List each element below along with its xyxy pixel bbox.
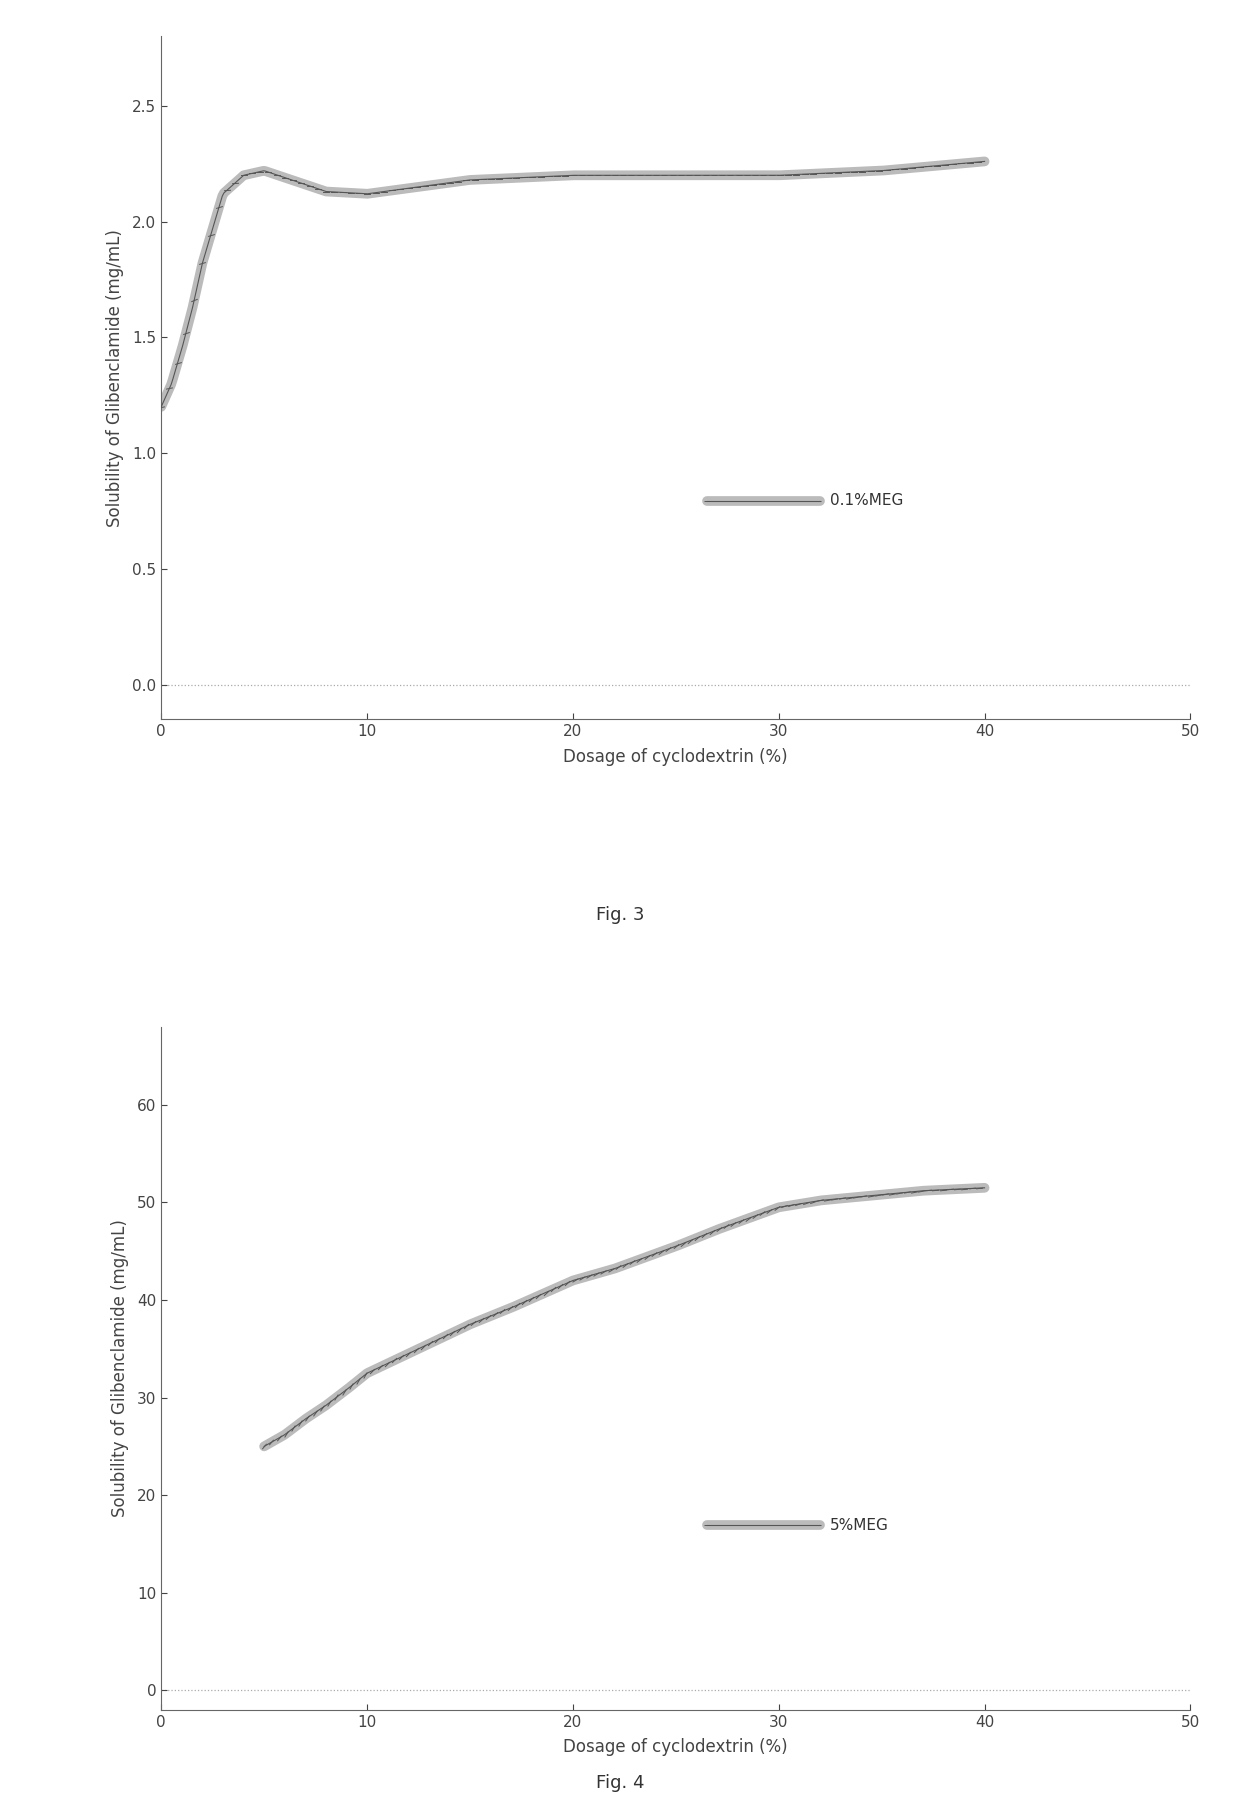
Text: 5%MEG: 5%MEG — [831, 1517, 889, 1533]
X-axis label: Dosage of cyclodextrin (%): Dosage of cyclodextrin (%) — [563, 748, 789, 766]
Y-axis label: Solubility of Glibenclamide (mg/mL): Solubility of Glibenclamide (mg/mL) — [110, 1219, 129, 1517]
X-axis label: Dosage of cyclodextrin (%): Dosage of cyclodextrin (%) — [563, 1737, 789, 1755]
Y-axis label: Solubility of Glibenclamide (mg/mL): Solubility of Glibenclamide (mg/mL) — [105, 229, 124, 528]
Text: Fig. 4: Fig. 4 — [595, 1774, 645, 1792]
Text: 0.1%MEG: 0.1%MEG — [831, 493, 904, 508]
Text: Fig. 3: Fig. 3 — [595, 906, 645, 924]
